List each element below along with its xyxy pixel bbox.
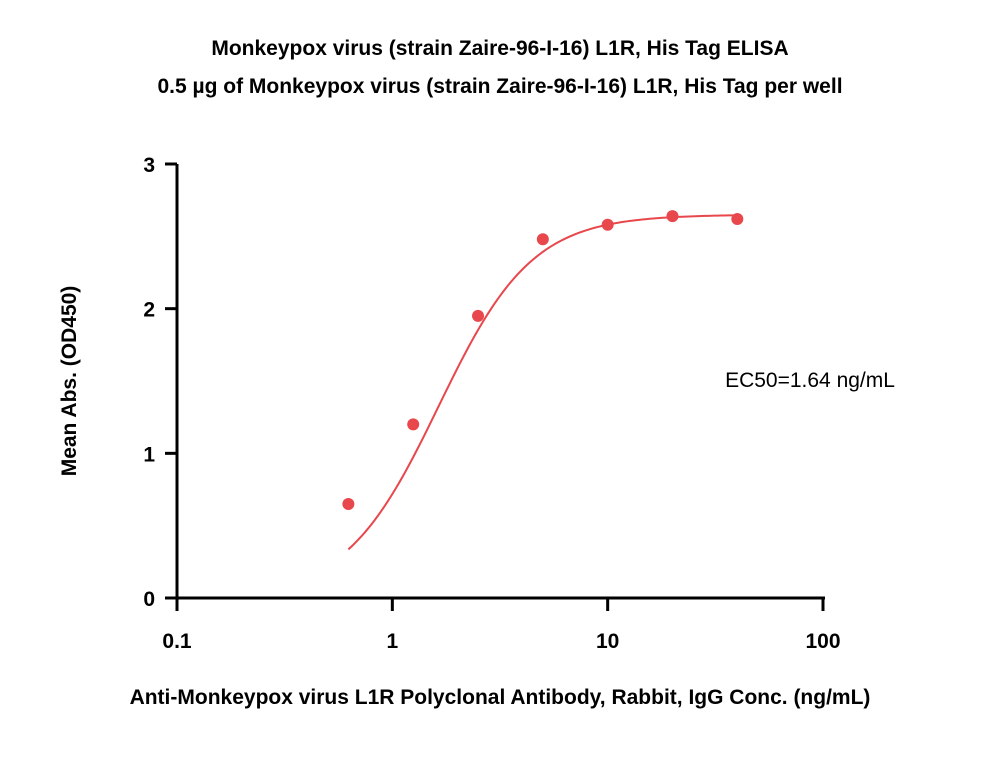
data-point [472, 309, 485, 322]
fit-curve [347, 214, 738, 551]
x-axis-title: Anti-Monkeypox virus L1R Polyclonal Anti… [130, 686, 871, 709]
x-tick-label: 100 [805, 630, 840, 653]
y-tick-label: 0 [143, 588, 155, 611]
ec50-annotation: EC50=1.64 ng/mL [725, 369, 895, 392]
data-point [407, 418, 420, 431]
chart-title: Monkeypox virus (strain Zaire-96-I-16) L… [211, 37, 788, 60]
y-tick-label: 1 [143, 443, 155, 466]
y-axis-ticks: 0 1 2 3 [143, 154, 177, 611]
y-tick-label: 2 [143, 299, 155, 322]
x-tick-label: 0.1 [162, 630, 192, 653]
data-point [536, 233, 549, 246]
data-points [342, 210, 744, 510]
data-point [601, 218, 614, 231]
data-point [731, 212, 744, 225]
data-point [666, 210, 679, 223]
y-tick-label: 3 [143, 154, 155, 177]
data-point [342, 497, 355, 510]
x-tick-label: 1 [386, 630, 398, 653]
chart-subtitle: 0.5 µg of Monkeypox virus (strain Zaire-… [157, 75, 842, 98]
y-axis-title: Mean Abs. (OD450) [58, 286, 81, 477]
x-axis-ticks: 0.1 1 10 100 [162, 598, 841, 653]
x-tick-label: 10 [596, 630, 619, 653]
